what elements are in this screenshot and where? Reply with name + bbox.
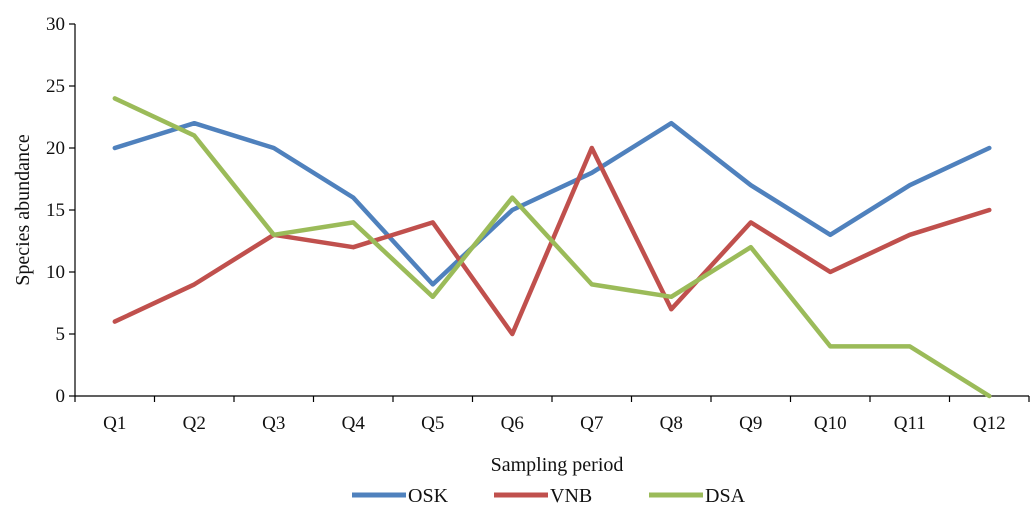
series-layer [112,96,992,399]
x-tick-label: Q8 [660,413,683,434]
x-tick-label: Q12 [973,413,1006,434]
x-tick-label: Q10 [814,413,847,434]
legend-label-osk: OSK [408,485,449,507]
x-tick-label: Q4 [342,413,366,434]
series-line-osk [112,120,992,287]
x-axis: Q1 Q2 Q3 Q4 Q5 Q6 Q7 Q8 Q9 Q10 Q11 Q12 [74,395,1030,434]
x-axis-title: Sampling period [491,454,624,476]
y-tick-label: 0 [56,386,66,407]
x-tick-label: Q5 [421,413,444,434]
x-tick-label: Q11 [894,413,926,434]
x-tick-label: Q9 [739,413,762,434]
legend: OSK VNB DSA [352,485,746,507]
x-tick-label: Q7 [580,413,603,434]
y-tick-label: 30 [46,14,65,35]
y-axis-title: Species abundance [12,134,34,286]
y-axis: 0 5 10 15 20 25 30 [46,14,76,407]
y-tick-label: 5 [56,324,66,345]
x-tick-label: Q1 [103,413,126,434]
y-tick-label: 25 [46,76,65,97]
x-tick-label: Q2 [183,413,206,434]
x-tick-label: Q6 [501,413,524,434]
y-tick-label: 10 [46,262,65,283]
legend-label-vnb: VNB [550,485,592,507]
y-tick-label: 20 [46,138,65,159]
series-line-dsa [112,96,992,399]
legend-label-dsa: DSA [705,485,746,507]
x-tick-label: Q3 [262,413,285,434]
y-tick-label: 15 [46,200,65,221]
